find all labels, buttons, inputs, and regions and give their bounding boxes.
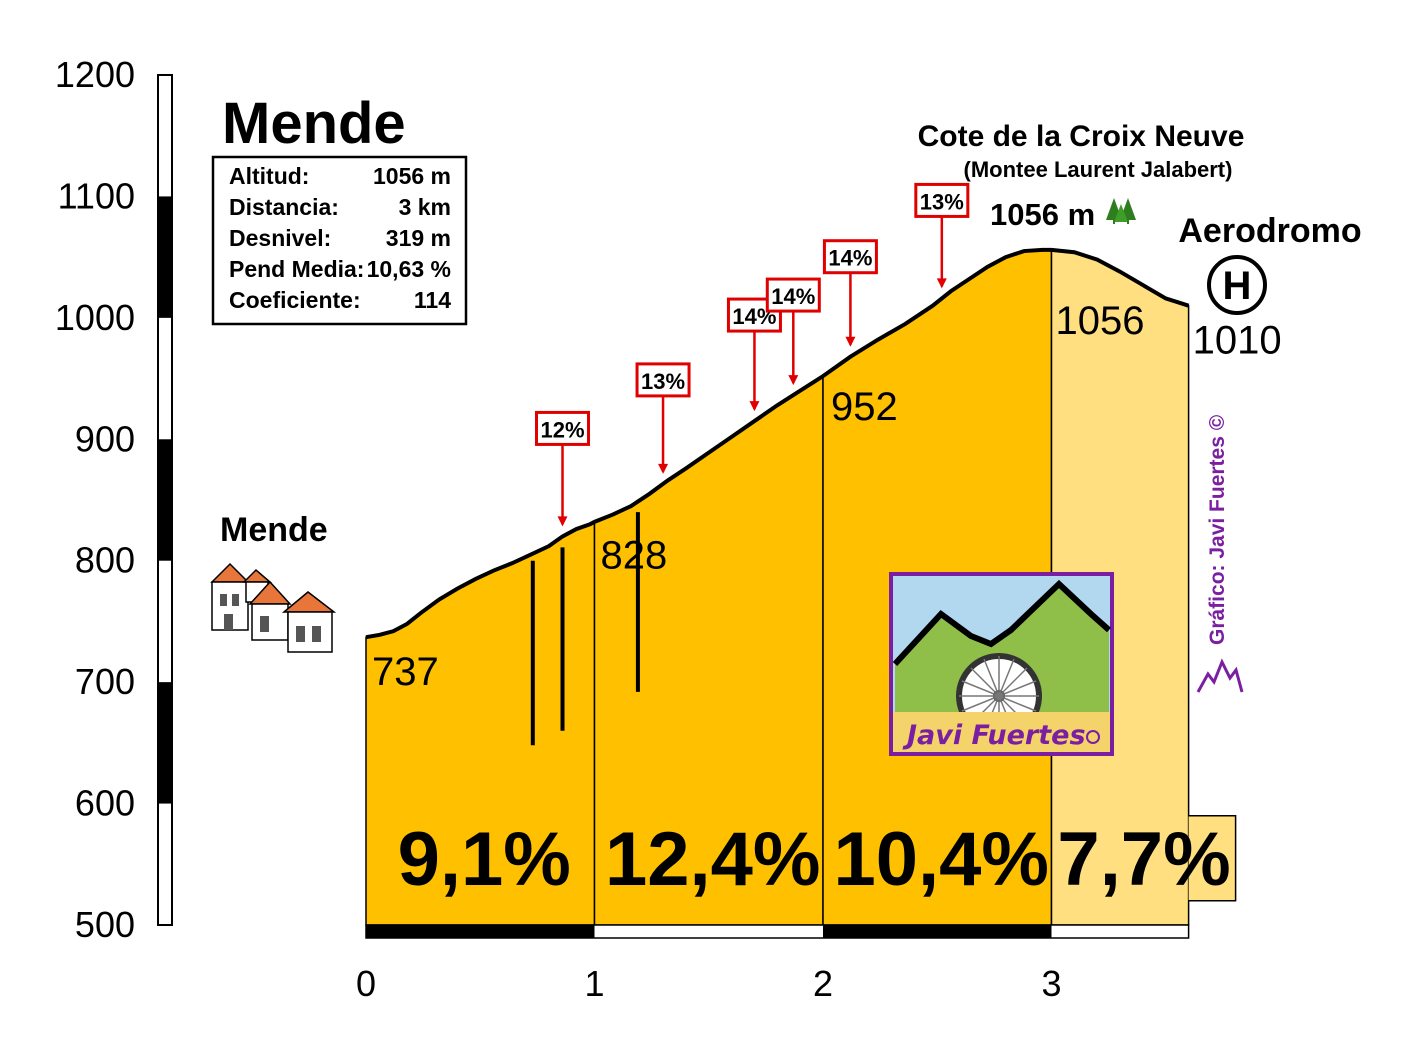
info-row-label: Altitud: [229,163,309,189]
town-houses-icon [210,562,337,653]
altitude-scale-bar [157,73,173,927]
info-row-label: Pend Media: [229,256,364,282]
ramp-flag-box [765,277,821,313]
info-row-label: Distancia: [229,194,339,220]
logo-copyright-icon [1086,730,1100,744]
info-row-value: 3 km [399,194,451,220]
y-tick-label: 600 [75,783,135,824]
distance-bar-block [823,925,1052,938]
distance-bar-block [366,925,595,938]
x-tick-label: 2 [813,963,833,1004]
ramp-flag-box [635,362,691,398]
chart-title: Mende [222,91,406,156]
segment-gradient-label: 9,1% [398,817,571,902]
km-altitude-label: 952 [831,385,898,429]
info-row-value: 319 m [386,225,451,251]
y-tick-label: 900 [75,418,135,459]
segment-gradient-labels: 9,1% 12,4% 10,4% 7,7% [398,817,1231,902]
ramp-arrow-head [658,463,669,474]
ramp-label: 13% [920,189,964,214]
ramp-flags: 12%13%14%14%14%13% [535,182,970,527]
start-place-label: Mende [220,511,328,549]
ramp-flag-box [535,410,591,446]
scale-bar-block [158,439,172,561]
ramp-label: 12% [540,417,584,442]
heliport-letter: H [1223,264,1252,308]
x-tick-label: 3 [1041,963,1061,1004]
x-tick-label: 0 [356,963,376,1004]
ramp-arrow-head [845,336,856,347]
x-axis-tick-labels: 0 1 2 3 [356,963,1062,1004]
km-altitude-label: 1010 [1193,319,1282,363]
x-tick-label: 1 [584,963,604,1004]
distance-bar [365,924,1190,939]
y-tick-label: 700 [75,661,135,702]
info-row-value: 114 [414,287,451,313]
y-tick-label: 800 [75,540,135,581]
info-row-value: 10,63 % [367,256,451,282]
ramp-flag-box [914,182,970,218]
ramp-label: 14% [771,284,815,309]
info-box: Altitud: 1056 m Distancia: 3 km Desnivel: 319… [211,155,468,326]
info-row-label: Desnivel: [229,225,331,251]
vertical-markers [530,512,640,746]
scale-bar-block [158,682,172,804]
scale-bar-block [158,196,172,318]
logo-text: Javi Fuertes [902,720,1086,751]
info-row-label: Coeficiente: [229,287,361,313]
credit-mountain-icon [1196,658,1244,693]
credit-text: Gráfico: Javi Fuertes © [1206,414,1229,645]
summit-altitude: 1056 m [990,197,1095,232]
km-altitude-label: 828 [601,534,668,578]
info-row-value: 1056 m [373,163,451,189]
ramp-arrow-head [788,375,799,386]
ramp-label: 13% [641,369,685,394]
km-altitude-label: 737 [372,650,439,694]
segment-gradient-label: 10,4% [834,817,1050,902]
y-tick-label: 1200 [55,54,135,95]
gradient-segment-tab-border [1188,814,1237,902]
segment-gradient-label: 7,7% [1057,817,1230,902]
end-place-label: Aerodromo [1178,212,1361,250]
profile-line [365,247,1190,640]
y-tick-label: 1100 [58,175,135,216]
summit-name: Cote de la Croix Neuve [918,120,1245,153]
ramp-flag-box [822,239,878,275]
javi-fuertes-logo: Javi Fuertes [889,572,1114,756]
km-altitude-labels: 737 828 952 1056 1010 [372,299,1282,694]
trees-icon [1106,198,1136,224]
y-tick-label: 1000 [55,297,135,338]
y-axis-tick-labels: 500 600 700 800 900 1000 1100 1200 [55,54,135,945]
ramp-arrow-head [749,401,760,412]
y-tick-label: 500 [75,904,135,945]
ramp-arrow-head [936,278,947,289]
ramp-label: 14% [828,246,872,271]
km-altitude-label: 1056 [1056,299,1145,343]
gradient-segment-tab [1188,815,1236,901]
ramp-arrow-head [557,516,568,527]
summit-subtitle: (Montee Laurent Jalabert) [964,157,1233,182]
segment-gradient-label: 12,4% [605,817,821,902]
heliport-icon: H [1207,255,1267,315]
